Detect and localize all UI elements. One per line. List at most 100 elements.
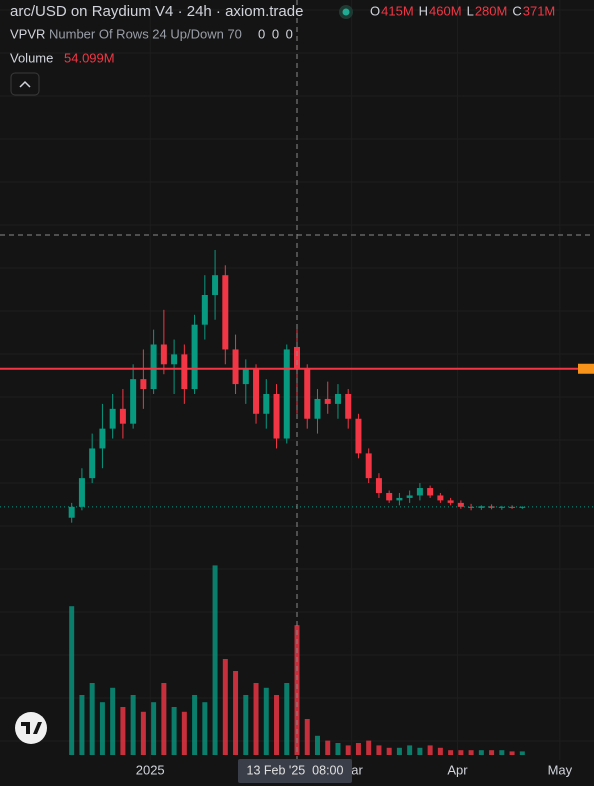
candle-body — [160, 344, 167, 365]
candle-body — [150, 344, 157, 390]
volume-bar — [499, 750, 505, 755]
candle-body — [324, 398, 331, 404]
candle-body — [119, 408, 126, 424]
candle-body — [140, 379, 147, 390]
volume-bar — [396, 747, 402, 755]
volume-bar — [335, 743, 341, 755]
collapse-icon — [19, 80, 31, 88]
candle-body — [68, 506, 75, 518]
candle-body — [386, 492, 393, 501]
candle-body — [437, 495, 444, 501]
candle-body — [488, 506, 495, 508]
volume-bar — [151, 702, 157, 755]
candle-body — [457, 502, 464, 507]
logo-mark — [21, 722, 42, 734]
volume-bar — [130, 695, 136, 755]
volume-bar — [386, 747, 392, 755]
volume-bar — [355, 743, 361, 755]
candle-body — [478, 506, 485, 508]
candle-body — [273, 393, 280, 439]
candle-body — [263, 393, 270, 414]
candle-body — [304, 368, 311, 419]
volume-bar — [458, 750, 464, 755]
candle-body — [191, 324, 198, 390]
candle-body — [355, 418, 362, 454]
price-marker — [578, 363, 594, 374]
legend-value: 280M — [475, 3, 508, 18]
volume-bar — [294, 625, 300, 755]
candle-body — [222, 275, 229, 350]
x-tick-label: May — [548, 762, 573, 777]
legend-key: L — [467, 3, 474, 18]
candle-body — [498, 506, 505, 508]
candle-body — [334, 393, 341, 404]
legend-key: C — [512, 3, 521, 18]
volume-bar — [140, 711, 146, 755]
volume-bar — [376, 745, 382, 755]
volume-value: 54.099M — [64, 50, 115, 65]
candle-body — [253, 369, 260, 414]
candle-body — [232, 349, 239, 385]
candle-body — [242, 369, 249, 385]
volume-bar — [468, 750, 474, 755]
legend-value: 371M — [523, 3, 556, 18]
vpvr-values: 0 0 0 — [258, 26, 293, 41]
volume-bar — [284, 683, 290, 755]
volume-bar — [437, 747, 443, 755]
candle-body — [416, 488, 423, 496]
volume-bar — [233, 671, 239, 755]
volume-bar — [253, 683, 259, 755]
logo[interactable] — [15, 712, 47, 744]
volume-bar — [314, 735, 320, 755]
legend-key: O — [370, 3, 380, 18]
candle-body — [99, 428, 106, 449]
volume-bar — [427, 745, 433, 755]
volume-bar — [222, 659, 228, 755]
legend-value: 415M — [381, 3, 414, 18]
volume-bar — [519, 751, 525, 755]
candle-body — [314, 398, 321, 419]
volume-bar — [304, 719, 310, 755]
candle-body — [468, 506, 475, 508]
candle-body — [201, 294, 208, 325]
volume-bar — [171, 707, 177, 755]
candle-body — [109, 408, 116, 429]
volume-bar — [345, 745, 351, 755]
candle-body — [283, 349, 290, 439]
candle-body — [345, 393, 352, 419]
candle-body — [294, 346, 300, 369]
collapse-button[interactable] — [10, 72, 40, 96]
candle-body — [396, 497, 403, 501]
vpvr-settings: Number Of Rows 24 Up/Down 70 — [49, 26, 242, 41]
volume-bar — [366, 740, 372, 755]
volume-bar — [478, 750, 484, 755]
volume-bar — [407, 745, 413, 755]
volume-bar — [509, 751, 515, 755]
candle-body — [78, 478, 85, 507]
candle-body — [427, 488, 434, 496]
volume-bar — [448, 750, 454, 755]
volume-bar — [89, 683, 95, 755]
volume-bar — [263, 687, 269, 755]
volume-bar — [69, 606, 75, 755]
volume-bar — [243, 695, 249, 755]
volume-bar — [161, 683, 167, 755]
volume-bar — [325, 740, 331, 755]
volume-bar — [120, 707, 126, 755]
crosshair-label-box — [238, 759, 352, 783]
x-tick-label: Apr — [447, 762, 468, 777]
candle-body — [406, 495, 413, 498]
vpvr-name: VPVR — [10, 26, 45, 41]
x-tick-label: 2025 — [136, 762, 165, 777]
candle-body — [181, 354, 188, 390]
volume-bar — [417, 747, 423, 755]
volume-bar — [181, 711, 187, 755]
candle-body — [447, 500, 454, 503]
status-dot — [342, 8, 350, 16]
volume-bar — [192, 695, 198, 755]
candle-body — [130, 379, 137, 424]
volume-bar — [110, 687, 116, 755]
candle-body — [212, 275, 219, 295]
